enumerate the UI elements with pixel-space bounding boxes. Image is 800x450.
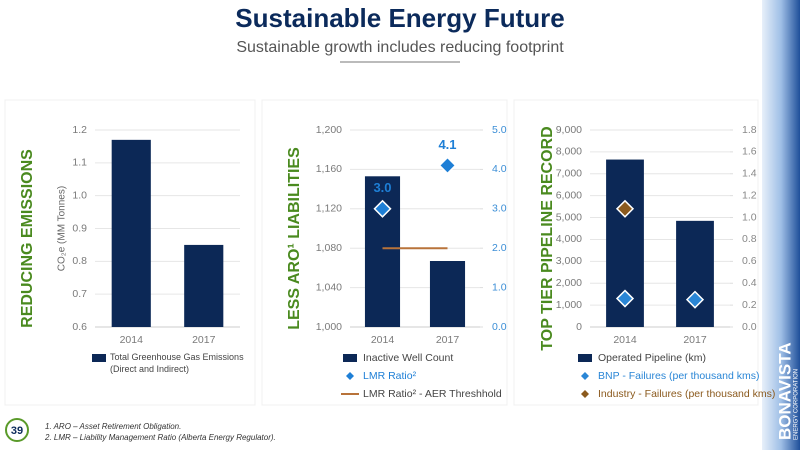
side-title: TOP TIER PIPELINE RECORD [539, 126, 556, 350]
legend-label: Inactive Well Count [363, 352, 453, 364]
legend-swatch [581, 390, 589, 398]
y-tick-label: 0.6 [72, 321, 87, 333]
footnote: 1. ARO – Asset Retirement Obligation. [45, 422, 181, 431]
y-tick-label: 1.2 [72, 124, 87, 136]
bar [184, 244, 224, 327]
bar [429, 261, 466, 327]
footnote: 2. LMR – Liability Management Ratio (Alb… [44, 433, 276, 442]
y-tick-label: 1.1 [72, 157, 87, 169]
y-tick-label: 5,000 [556, 211, 582, 223]
y-tick-label: 6,000 [556, 189, 582, 201]
panel [513, 99, 759, 406]
y2-tick-label: 4.0 [492, 163, 507, 175]
bar [364, 176, 401, 327]
legend-swatch [92, 354, 106, 362]
x-tick-label: 2017 [192, 334, 216, 346]
data-point [615, 289, 635, 308]
logo-name: BONAVISTA [775, 342, 794, 440]
data-label: 3.0 [373, 180, 391, 195]
y-tick-label: 0 [576, 321, 582, 333]
y-tick-label: 1,160 [316, 163, 342, 175]
legend-entry: Total Greenhouse Gas Emissions (Direct a… [110, 352, 244, 374]
legend-swatch [581, 372, 589, 380]
side-title: REDUCING EMISSIONS [19, 149, 36, 328]
y2-tick-label: 0.0 [742, 321, 757, 333]
legend-label: Industry - Failures (per thousand kms) [598, 388, 775, 400]
y2-tick-label: 2.0 [492, 242, 507, 254]
x-tick-label: 2014 [120, 334, 144, 346]
legend-swatch [343, 354, 357, 362]
y-tick-label: 1,000 [556, 299, 582, 311]
x-tick-label: 2017 [436, 334, 460, 346]
y-tick-label: 1,200 [316, 124, 342, 136]
y-tick-label: 0.7 [72, 288, 87, 300]
y-tick-label: 0.8 [72, 255, 87, 267]
logo-tagline: ENERGY CORPORATION [794, 369, 800, 440]
y-tick-label: 1,040 [316, 281, 342, 293]
y-tick-label: 4,000 [556, 233, 582, 245]
y2-tick-label: 1.8 [742, 124, 757, 136]
y2-tick-label: 1.6 [742, 146, 757, 158]
legend-swatch [346, 372, 354, 380]
legend-label: Operated Pipeline (km) [598, 352, 706, 364]
bar [676, 220, 714, 327]
x-tick-label: 2014 [613, 334, 637, 346]
legend-label: LMR Ratio² [363, 370, 417, 382]
y2-tick-label: 1.0 [492, 281, 507, 293]
data-point [373, 199, 392, 218]
panel [261, 99, 508, 406]
panel [4, 99, 256, 406]
title: Sustainable Energy Future [235, 3, 564, 33]
y-tick-label: 1,000 [316, 321, 342, 333]
x-tick-label: 2014 [371, 334, 395, 346]
y2-tick-label: 5.0 [492, 124, 507, 136]
y2-tick-label: 0.6 [742, 255, 757, 267]
side-title: LESS ARO¹ LIABILITIES [286, 147, 303, 330]
y-tick-label: 8,000 [556, 146, 582, 158]
brand-strip [762, 0, 800, 450]
page-badge [5, 418, 29, 442]
y-tick-label: 3,000 [556, 255, 582, 267]
y-tick-label: 1,120 [316, 203, 342, 215]
y-tick-label: 7,000 [556, 168, 582, 180]
y-tick-label: 2,000 [556, 277, 582, 289]
y2-tick-label: 0.4 [742, 277, 757, 289]
y-axis-title: CO₂e (MM Tonnes) [57, 186, 68, 271]
data-label: 4.1 [438, 137, 456, 152]
legend-label: BNP - Failures (per thousand kms) [598, 370, 759, 382]
y-tick-label: 0.9 [72, 222, 87, 234]
y2-tick-label: 0.0 [492, 321, 507, 333]
bar [111, 139, 151, 327]
y-tick-label: 9,000 [556, 124, 582, 136]
y2-tick-label: 1.2 [742, 189, 757, 201]
legend-label: Total Greenhouse Gas Emissions (Direct a… [110, 352, 244, 374]
data-point [438, 156, 457, 175]
data-point [615, 199, 635, 218]
subtitle: Sustainable growth includes reducing foo… [236, 39, 564, 56]
x-tick-label: 2017 [683, 334, 707, 346]
data-point [685, 290, 705, 309]
y-tick-label: 1.0 [72, 189, 87, 201]
page-number: 39 [11, 425, 23, 437]
legend-label: LMR Ratio² - AER Threshhold [363, 388, 502, 400]
legend-swatch [578, 354, 592, 362]
y2-tick-label: 1.0 [742, 211, 757, 223]
y2-tick-label: 3.0 [492, 203, 507, 215]
y-tick-label: 1,080 [316, 242, 342, 254]
y2-tick-label: 0.8 [742, 233, 757, 245]
y2-tick-label: 0.2 [742, 299, 757, 311]
y2-tick-label: 1.4 [742, 168, 757, 180]
